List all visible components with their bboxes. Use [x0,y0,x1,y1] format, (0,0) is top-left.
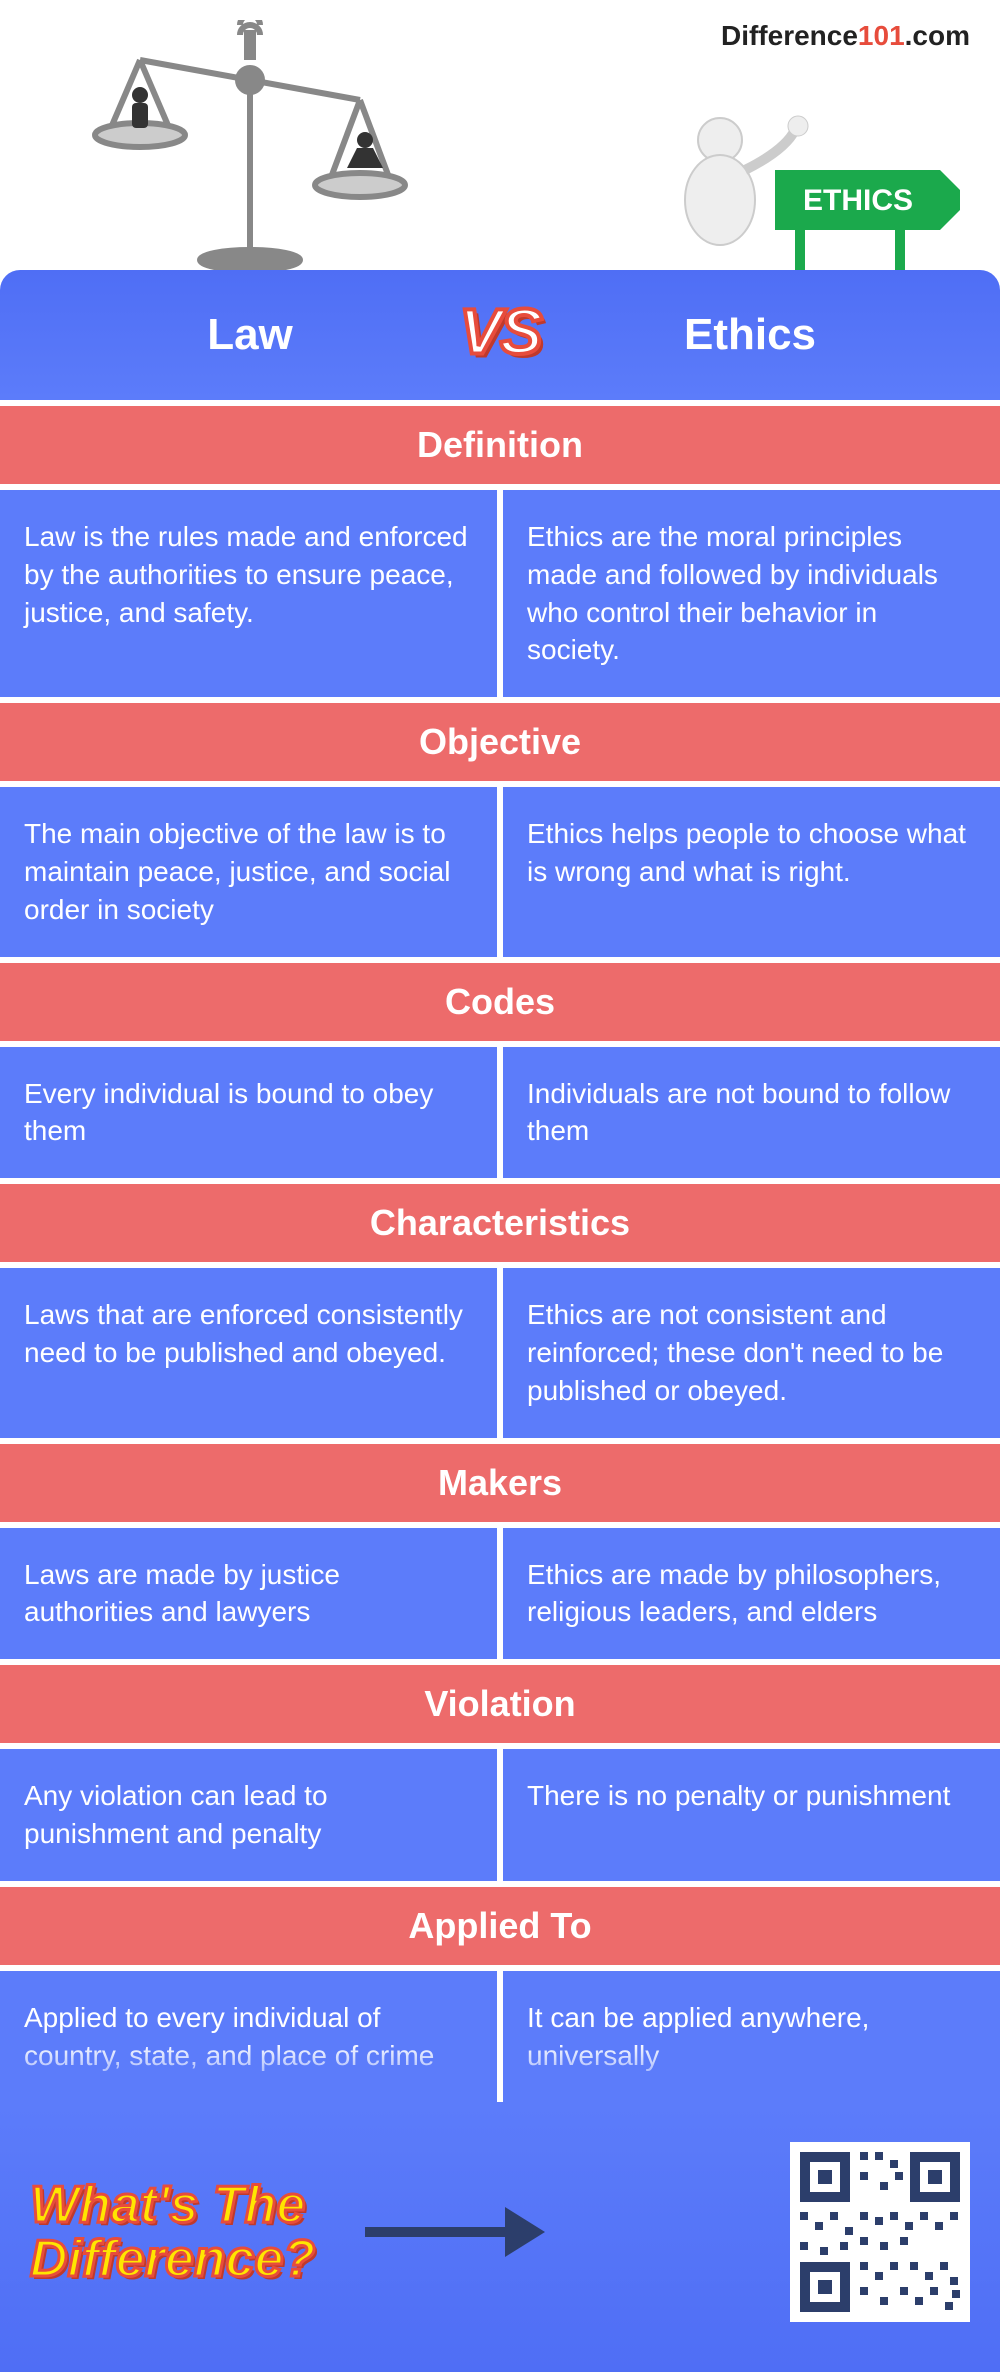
arrow-right-icon [355,2192,555,2272]
infographic-root: Difference101.com ETHICS Law Ethics [0,0,1000,2372]
cta-text: What's The Difference? [30,2178,315,2287]
law-cell: Laws that are enforced consistently need… [0,1268,497,1437]
ethics-sign-text: ETHICS [803,184,913,217]
ethics-cell: Ethics are the moral principles made and… [497,490,1000,697]
brand-logo: Difference101.com [721,20,970,52]
header-law-title: Law [0,310,500,360]
footer: What's The Difference? [0,2102,1000,2372]
section-header: Codes [0,957,1000,1041]
ethics-cell: Ethics are not consistent and reinforced… [497,1268,1000,1437]
ethics-cell: There is no penalty or punishment [497,1749,1000,1881]
ethics-cell: Individuals are not bound to follow them [497,1047,1000,1179]
section-header: Definition [0,400,1000,484]
law-cell: The main objective of the law is to main… [0,787,497,956]
hero-ethics-side: Difference101.com ETHICS [500,0,1000,300]
law-cell: Law is the rules made and enforced by th… [0,490,497,697]
ethics-cell: Ethics helps people to choose what is wr… [497,787,1000,956]
vs-header: Law Ethics VS [0,270,1000,400]
section-header: Applied To [0,1881,1000,1965]
section-header: Violation [0,1659,1000,1743]
ethics-cell: Ethics are made by philosophers, religio… [497,1528,1000,1660]
brand-tld: .com [905,20,970,51]
table-row: Law is the rules made and enforced by th… [0,484,1000,697]
table-row: Any violation can lead to punishment and… [0,1743,1000,1881]
qr-code-icon [790,2142,970,2322]
law-cell: Every individual is bound to obey them [0,1047,497,1179]
brand-prefix: Difference [721,20,858,51]
cta-line1: What's The [30,2178,315,2233]
table-row: The main objective of the law is to main… [0,781,1000,956]
law-scale-icon [80,20,420,280]
law-cell: Laws are made by justice authorities and… [0,1528,497,1660]
section-header: Characteristics [0,1178,1000,1262]
ethics-cell: It can be applied anywhere, universally [497,1971,1000,2103]
hero: Difference101.com ETHICS [0,0,1000,300]
table-row: Every individual is bound to obey them I… [0,1041,1000,1179]
table-row: Applied to every individual of country, … [0,1965,1000,2103]
brand-suffix: 101 [858,20,905,51]
cta-line2: Difference? [30,2232,315,2287]
comparison-table: Definition Law is the rules made and enf… [0,400,1000,2102]
section-header: Makers [0,1438,1000,1522]
section-header: Objective [0,697,1000,781]
table-row: Laws that are enforced consistently need… [0,1262,1000,1437]
vs-badge: VS [459,294,540,368]
header-ethics-title: Ethics [500,310,1000,360]
table-row: Laws are made by justice authorities and… [0,1522,1000,1660]
hero-law-side [0,0,500,300]
law-cell: Applied to every individual of country, … [0,1971,497,2103]
law-cell: Any violation can lead to punishment and… [0,1749,497,1881]
